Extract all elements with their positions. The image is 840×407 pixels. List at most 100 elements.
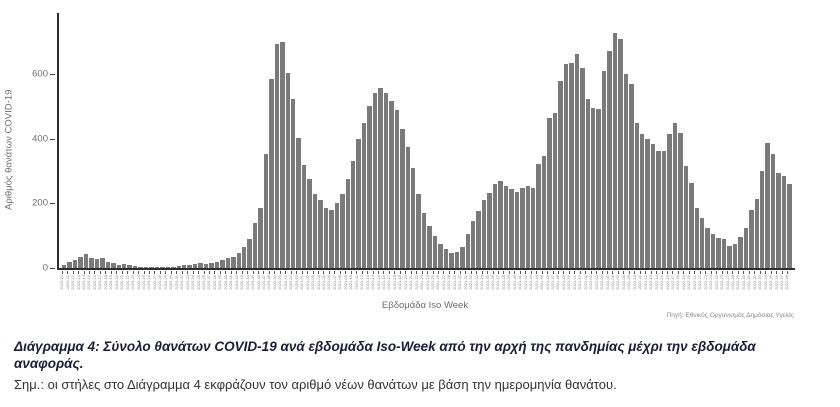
x-tick-2020-22: 2020-22 — [125, 271, 130, 299]
x-tick-label: 2021-24 — [424, 275, 430, 290]
x-tick-2021-46: 2021-46 — [545, 271, 550, 299]
x-tick-mark — [710, 271, 712, 274]
x-tick-2021-32: 2021-32 — [468, 271, 474, 299]
x-tick-label: 2020-13 — [75, 275, 81, 290]
x-tick-label: 2020-12 — [70, 275, 76, 290]
x-tick-mark — [323, 271, 325, 274]
x-tick-label: 2022-29 — [735, 275, 741, 290]
bar-2021-04 — [318, 200, 323, 268]
bar-2021-21 — [411, 167, 416, 268]
x-tick-label: 2022-38 — [784, 275, 790, 290]
x-tick-2020-12: 2020-12 — [70, 271, 76, 299]
x-tick-mark — [497, 271, 499, 274]
x-tick-2020-38: 2020-38 — [212, 271, 217, 299]
x-tick-mark — [159, 271, 161, 274]
x-tick-mark — [454, 271, 456, 274]
x-tick-mark — [661, 271, 663, 274]
bar-2022-38 — [787, 183, 792, 268]
x-tick-2020-13: 2020-13 — [75, 271, 81, 299]
x-tick-2021-02: 2021-02 — [305, 271, 310, 299]
x-tick-mark — [432, 271, 434, 274]
x-tick-mark — [263, 271, 265, 274]
bar-2021-30 — [460, 247, 465, 268]
bar-2021-20 — [405, 146, 410, 268]
bar-2021-09 — [345, 179, 351, 268]
x-tick-mark — [356, 271, 358, 274]
bar-2022-04 — [601, 71, 607, 268]
x-tick-2022-08: 2022-08 — [621, 271, 626, 299]
bar-2021-29 — [454, 251, 460, 268]
x-tick-2022-36: 2022-36 — [774, 271, 779, 299]
bar-2022-28 — [732, 244, 738, 268]
x-tick-mark — [705, 271, 707, 274]
x-tick-2021-40: 2021-40 — [512, 271, 517, 299]
x-tick-label: 2022-07 — [615, 275, 621, 290]
x-tick-2022-31: 2022-31 — [746, 271, 751, 299]
x-tick-mark — [378, 271, 379, 274]
bar-2020-15 — [89, 258, 94, 268]
x-tick-mark — [274, 271, 276, 274]
x-tick-2020-28: 2020-28 — [157, 271, 162, 299]
x-tick-mark — [132, 271, 134, 274]
x-tick-2021-18: 2021-18 — [392, 271, 397, 299]
bar-2021-38 — [503, 185, 509, 268]
x-tick-2021-41: 2021-41 — [517, 271, 522, 299]
bar-2021-03 — [312, 193, 318, 268]
x-tick-2022-27: 2022-27 — [725, 271, 730, 299]
x-tick-label: 2021-32 — [468, 275, 474, 290]
bar-2022-21 — [694, 207, 700, 268]
x-tick-mark — [699, 271, 701, 274]
x-tick-mark — [568, 271, 570, 274]
x-tick-mark — [116, 271, 118, 274]
bar-2021-31 — [465, 234, 470, 268]
bar-2022-25 — [716, 237, 721, 268]
x-tick-label: 2020-10 — [59, 275, 65, 290]
x-tick-label: 2021-14 — [370, 275, 376, 290]
bar-2022-30 — [743, 227, 749, 268]
bar-2022-34 — [765, 142, 770, 268]
bar-2021-13 — [367, 106, 372, 268]
bar-2020-33 — [187, 264, 192, 268]
x-tick-2021-22: 2021-22 — [414, 271, 419, 299]
x-tick-mark — [67, 271, 69, 274]
x-tick-label: 2020-46 — [255, 275, 261, 290]
x-tick-mark — [617, 271, 619, 274]
x-tick-mark — [634, 271, 636, 274]
x-tick-mark — [312, 271, 314, 274]
x-tick-label: 2021-50 — [566, 275, 572, 290]
x-tick-2020-15: 2020-15 — [86, 271, 91, 299]
x-tick-mark — [612, 271, 614, 274]
x-tick-label: 2021-01 — [299, 275, 305, 290]
x-tick-label: 2022-09 — [626, 275, 632, 290]
x-tick-2022-34: 2022-34 — [763, 271, 768, 299]
bar-2021-24 — [427, 226, 432, 268]
x-tick-mark — [252, 271, 254, 274]
x-tick-mark — [176, 271, 178, 274]
x-tick-mark — [307, 271, 309, 274]
bar-2020-10 — [62, 265, 67, 268]
bar-2021-45 — [541, 156, 547, 268]
bar-2021-40 — [514, 192, 520, 268]
x-tick-mark — [78, 271, 80, 274]
x-tick-2022-33: 2022-33 — [757, 271, 762, 299]
x-tick-2022-38: 2022-38 — [784, 271, 790, 299]
x-tick-2021-49: 2021-49 — [561, 271, 566, 299]
x-tick-2020-10: 2020-10 — [59, 271, 65, 299]
x-tick-2021-51: 2021-51 — [572, 271, 577, 299]
bar-2020-48 — [269, 79, 274, 268]
bar-2022-22 — [700, 217, 705, 268]
x-tick-mark — [225, 271, 227, 274]
y-tick-mark — [50, 74, 55, 76]
x-tick-2021-10: 2021-10 — [348, 271, 353, 299]
x-tick-mark — [318, 271, 320, 274]
x-tick-label: 2021-43 — [528, 275, 534, 290]
x-tick-mark — [399, 271, 401, 274]
x-tick-2020-37: 2020-37 — [206, 271, 211, 299]
x-tick-mark — [519, 271, 521, 274]
x-tick-2021-24: 2021-24 — [424, 271, 430, 299]
x-tick-mark — [694, 271, 696, 274]
x-tick-mark — [530, 271, 532, 274]
x-tick-2020-51: 2020-51 — [283, 271, 288, 299]
x-tick-mark — [187, 271, 189, 274]
x-tick-2022-16: 2022-16 — [665, 271, 670, 299]
